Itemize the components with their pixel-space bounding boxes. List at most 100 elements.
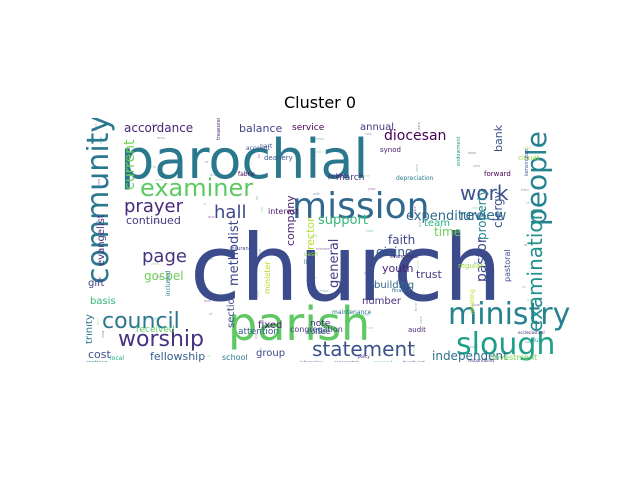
filler-word: member — [314, 289, 329, 293]
word-bank: bank — [492, 124, 505, 152]
word-account: account — [246, 145, 271, 152]
word-coffee: coffee — [306, 327, 331, 336]
word-slough: slough — [456, 327, 555, 362]
word-support: support — [318, 213, 368, 228]
word-work: work — [460, 181, 509, 205]
filler-word: for — [257, 153, 261, 158]
word-audit: audit — [408, 326, 426, 334]
filler-word: st — [526, 201, 530, 205]
word-examiner: examiner — [140, 174, 253, 202]
filler-word: role — [367, 326, 374, 330]
word-responsibility: responsibility — [468, 358, 495, 362]
word-time: time — [434, 225, 461, 239]
filler-word: the — [156, 275, 162, 279]
filler-word: of — [209, 312, 213, 316]
word-prepared: prepared — [374, 360, 393, 362]
word-faith: faith — [388, 233, 415, 247]
filler-word: held — [525, 340, 533, 344]
word-cloud: and the of for with year fund total held new area d… — [86, 118, 570, 362]
filler-word: the — [152, 123, 158, 127]
word-current: current — [122, 139, 138, 190]
word-diocesan: diocesan — [384, 128, 446, 144]
filler-word: total — [472, 303, 480, 307]
filler-word: year — [469, 248, 477, 252]
filler-word: new — [101, 331, 105, 338]
filler-word: new — [97, 179, 101, 186]
word-general: general — [327, 239, 342, 288]
filler-word: new — [99, 137, 103, 144]
filler-word: and — [94, 124, 98, 131]
filler-word: for — [253, 237, 257, 242]
filler-word: due — [210, 173, 217, 177]
word-review: review — [460, 208, 506, 224]
filler-word: of — [207, 354, 211, 358]
word-service: service — [292, 123, 325, 133]
word-community: community — [86, 118, 116, 284]
filler-word: member — [310, 137, 325, 141]
word-included: included — [165, 270, 172, 296]
word-council: council — [102, 309, 180, 334]
filler-word: area — [151, 262, 159, 266]
filler-word: fund — [412, 345, 416, 353]
word-maintenance: maintenance — [332, 309, 372, 316]
filler-word: fund — [414, 303, 418, 311]
word-rector: rector — [304, 217, 317, 250]
word-cash: cash — [304, 251, 318, 258]
word-parish: parish — [228, 297, 370, 351]
filler-word: fund — [416, 261, 420, 269]
word-accordance: accordance — [124, 121, 193, 135]
filler-word: area — [155, 178, 163, 182]
filler-word: area — [153, 220, 161, 224]
word-information: information — [300, 360, 324, 362]
filler-word: use — [256, 291, 260, 297]
word-continued: continued — [126, 214, 181, 227]
word-giving: giving — [376, 245, 413, 259]
word-cost: cost — [88, 348, 112, 361]
filler-word: due — [204, 299, 211, 303]
word-pastoral: pastoral — [503, 249, 512, 282]
filler-word: with — [313, 192, 320, 196]
word-club: club — [530, 337, 543, 344]
word-hall: hall — [214, 202, 246, 223]
filler-word: year — [364, 271, 372, 275]
word-annual: annual — [360, 122, 394, 133]
word-basis: basis — [90, 296, 116, 307]
word-note: note — [310, 319, 331, 329]
filler-word: date — [413, 206, 417, 214]
word-insurance: insurance — [230, 246, 254, 252]
word-examination: examination — [523, 208, 547, 332]
filler-word: the — [150, 165, 156, 169]
word-attention: attention — [238, 327, 279, 337]
word-page: page — [142, 246, 187, 267]
word-group: group — [256, 348, 285, 359]
filler-word: total — [474, 261, 482, 265]
word-building: building — [374, 280, 414, 291]
filler-word: with — [311, 234, 318, 238]
word-property: property — [475, 189, 489, 240]
word-church: church — [190, 215, 502, 322]
word-meeting: meeting — [469, 289, 476, 314]
filler-word: member — [316, 247, 331, 251]
word-finance: finance — [392, 288, 410, 294]
word-gospel: gospel — [144, 269, 184, 283]
word-forward: forward — [484, 170, 511, 178]
filler-word: total — [470, 345, 478, 349]
word-trinity: trinity — [86, 314, 95, 344]
word-trust: trust — [416, 268, 443, 281]
filler-word: st — [524, 243, 528, 247]
filler-word: due — [206, 257, 213, 261]
word-policy: policy — [358, 354, 370, 359]
word-youth: youth — [382, 262, 414, 275]
filler-word: use — [260, 207, 264, 213]
word-statement: statement — [312, 337, 415, 361]
word-methodist: methodist — [227, 220, 242, 286]
word-prayer: prayer — [124, 196, 184, 217]
word-school: school — [222, 353, 248, 362]
word-part: part — [260, 143, 273, 150]
word-pastor: pastor — [474, 237, 490, 282]
filler-word: role — [363, 174, 370, 178]
filler-word: date — [417, 122, 421, 130]
filler-word: and — [98, 276, 102, 283]
word-fabric: fabric — [238, 171, 255, 178]
word-evangelical: evangelical — [390, 254, 419, 260]
